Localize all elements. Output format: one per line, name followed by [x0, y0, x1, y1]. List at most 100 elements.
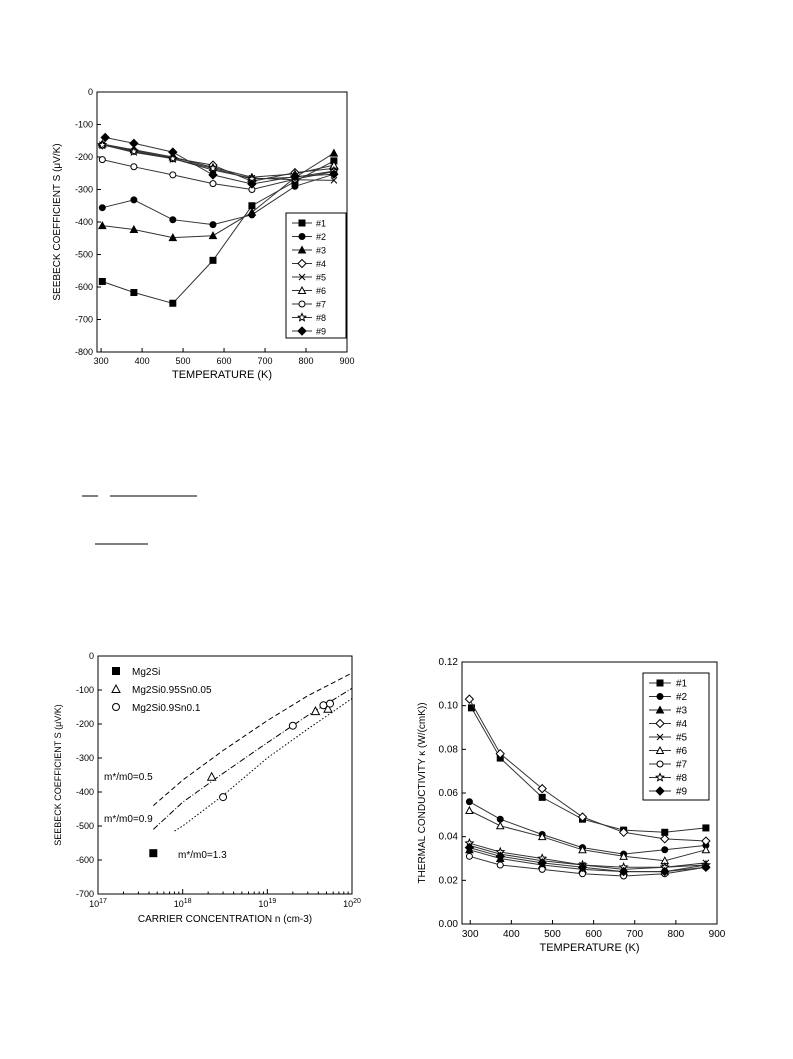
- legend-label: #8: [676, 773, 688, 784]
- legend-label: #6: [316, 286, 326, 296]
- data-point: [167, 153, 178, 163]
- x-tick-label: 300: [462, 929, 479, 940]
- seebeck-temperature-chart: 300 400 500 600 700 800 900 0 -100 -200 -300 -400 -5…: [52, 87, 355, 381]
- legend-label: #1: [676, 679, 688, 690]
- y-tick-label: 0.12: [439, 657, 459, 668]
- series-line: [468, 698, 706, 842]
- data-point: [247, 207, 257, 216]
- plot-frame: [97, 655, 353, 895]
- y-tick-label: 0: [88, 87, 93, 97]
- data-point: [538, 793, 546, 801]
- data-point: [247, 179, 257, 189]
- x-tick-label: 800: [668, 929, 685, 940]
- legend-label: #4: [676, 719, 688, 730]
- y-tick-label: -400: [76, 787, 94, 797]
- legend-marker: [655, 718, 665, 729]
- curve-label: m*/m0=1.3: [178, 850, 227, 861]
- data-point: [169, 299, 177, 307]
- data-point: [130, 196, 138, 204]
- curve-label: m*/m0=0.5: [104, 772, 153, 783]
- x-tick-label: 600: [585, 929, 602, 940]
- legend-box: [285, 212, 347, 339]
- data-point: [660, 834, 670, 844]
- data-point: [577, 862, 588, 872]
- data-point: [97, 139, 108, 150]
- data-point: [128, 146, 139, 156]
- data-point: [129, 138, 139, 149]
- y-tick-label: 0: [89, 651, 94, 661]
- data-point: [129, 224, 139, 233]
- y-axis-label: SEEBECK COEFFICIENT S (μV/K): [52, 143, 63, 300]
- legend-marker: [656, 733, 664, 741]
- legend-box: [642, 672, 710, 801]
- data-point: [701, 862, 711, 872]
- data-point: [329, 169, 339, 179]
- data-point: [319, 701, 328, 710]
- legend-marker: [656, 693, 664, 700]
- data-point: [465, 798, 473, 806]
- y-tick-label: -300: [75, 185, 93, 195]
- x-tick-label: 400: [503, 929, 520, 940]
- data-point: [537, 832, 547, 841]
- data-point: [465, 852, 473, 860]
- legend-label: #4: [316, 259, 326, 269]
- data-point: [496, 861, 504, 869]
- y-tick-label: 0.04: [439, 832, 459, 843]
- data-point: [219, 793, 228, 802]
- legend-label: Mg2Si0.9Sn0.1: [132, 703, 201, 714]
- data-point: [168, 147, 178, 157]
- data-point: [100, 132, 110, 143]
- legend-label: #3: [316, 246, 326, 256]
- data-point: [618, 827, 629, 838]
- data-point: [290, 171, 300, 182]
- legend-marker: [656, 760, 664, 768]
- data-point: [208, 231, 218, 240]
- x-tick-label: 500: [544, 929, 561, 940]
- x-tick-label: 1019: [258, 898, 276, 909]
- legend-marker: [297, 326, 307, 336]
- seebeck-carrier-concentration-chart: 1017 1018 1019 1020 0 -100 -200 -300 -400 -500 -60…: [53, 651, 361, 925]
- legend-marker: [297, 312, 307, 322]
- legend-marker: [297, 245, 307, 254]
- y-tick-label: 0.02: [439, 875, 459, 886]
- y-tick-label: -300: [76, 753, 94, 763]
- data-point: [577, 812, 588, 822]
- legend-marker: [297, 258, 307, 269]
- legend-label: #1: [316, 219, 326, 229]
- legend-label: #8: [316, 313, 326, 323]
- x-tick-label: 1017: [89, 898, 107, 909]
- y-tick-label: -400: [75, 217, 93, 227]
- legend-marker: [656, 679, 664, 687]
- series-line: [471, 707, 706, 833]
- y-tick-label: -500: [75, 250, 93, 260]
- legend-marker: [655, 786, 665, 796]
- legend-marker: [298, 219, 306, 227]
- y-tick-label: -100: [76, 685, 94, 695]
- data-point: [661, 846, 669, 854]
- data-point: [619, 851, 628, 860]
- legend-label: #7: [676, 760, 688, 771]
- legend-marker: [298, 273, 306, 281]
- data-point: [209, 180, 217, 188]
- data-point: [288, 721, 297, 730]
- x-axis-label: TEMPERATURE (K): [172, 369, 272, 381]
- y-axis-label: SEEBECK COEFFICIENT S (μV/K): [53, 704, 63, 846]
- legend-label: #9: [676, 787, 688, 798]
- legend-label: #2: [316, 232, 326, 242]
- data-point: [464, 694, 475, 704]
- data-point: [206, 771, 217, 781]
- data-point: [660, 866, 670, 877]
- data-point: [465, 805, 474, 814]
- data-point: [329, 148, 339, 157]
- y-tick-label: 0.00: [439, 919, 459, 930]
- legend-marker: [655, 772, 665, 782]
- legend-marker: [112, 667, 120, 675]
- y-tick-label: 0.10: [439, 701, 459, 712]
- y-tick-label: -200: [76, 719, 94, 729]
- x-tick-label: 800: [299, 356, 314, 366]
- y-tick-label: -700: [75, 315, 93, 325]
- data-point: [495, 821, 505, 830]
- x-tick-label: 1018: [174, 898, 192, 909]
- data-point: [701, 836, 711, 846]
